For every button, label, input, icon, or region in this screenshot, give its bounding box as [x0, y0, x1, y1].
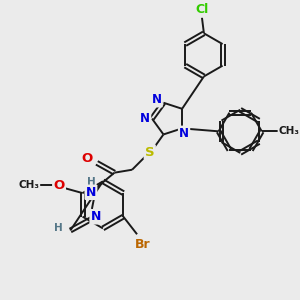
Text: N: N — [86, 186, 96, 199]
Text: S: S — [145, 146, 154, 159]
Text: CH₃: CH₃ — [279, 126, 300, 136]
Text: H: H — [86, 178, 95, 188]
Text: O: O — [81, 152, 93, 165]
Text: Br: Br — [135, 238, 151, 250]
Text: H: H — [54, 223, 63, 232]
Text: CH₃: CH₃ — [18, 180, 39, 190]
Text: N: N — [152, 93, 162, 106]
Text: N: N — [91, 210, 101, 223]
Text: Cl: Cl — [195, 3, 208, 16]
Text: O: O — [53, 179, 65, 192]
Text: N: N — [140, 112, 150, 125]
Text: N: N — [179, 127, 189, 140]
